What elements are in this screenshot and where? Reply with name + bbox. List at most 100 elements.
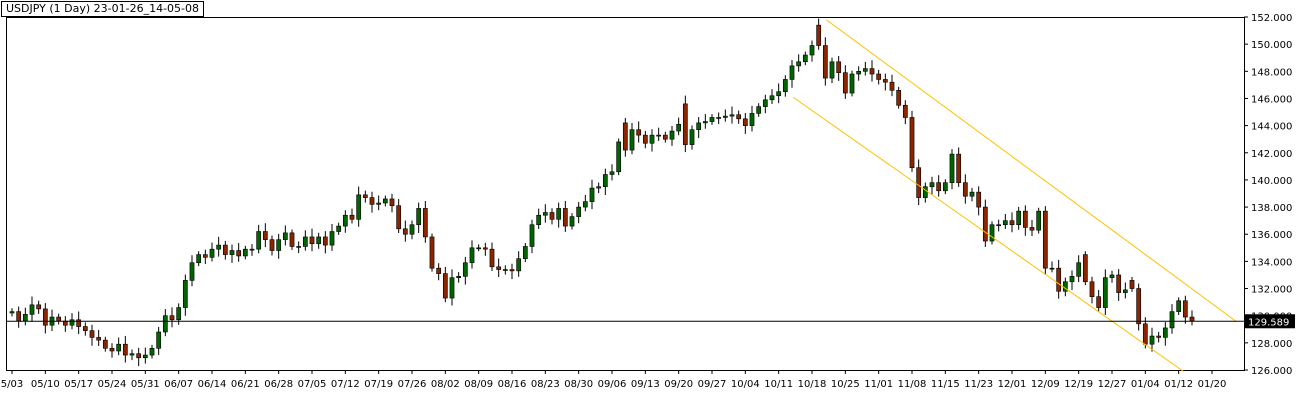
candle-body [362, 194, 368, 198]
y-tick-label: 136.000 [1251, 230, 1292, 241]
candle-body [1189, 316, 1195, 322]
candle-body [29, 304, 35, 315]
candle-body [882, 79, 888, 83]
candle-body [909, 117, 915, 169]
candle-body [436, 267, 442, 274]
candle-body [369, 197, 375, 205]
x-tick-label: 12/27 [1098, 379, 1127, 390]
candle-body [76, 319, 82, 327]
candle-body [1082, 254, 1088, 283]
candle-body [749, 113, 755, 126]
candle-body [1029, 227, 1035, 231]
candle-body [669, 130, 675, 140]
x-tick-label: 11/08 [898, 379, 927, 390]
candle-body [489, 248, 495, 268]
candle-body [702, 121, 708, 124]
candle-body [169, 315, 175, 321]
candle-body [549, 212, 555, 220]
x-tick-label: 12/01 [998, 379, 1027, 390]
candle-body [102, 339, 108, 349]
candle-body [656, 134, 662, 137]
candle-body [876, 73, 882, 80]
candle-body [1116, 274, 1122, 293]
candle-body [1016, 210, 1022, 226]
candle-body [322, 236, 328, 246]
candle-body [416, 208, 422, 226]
candle-body [982, 206, 988, 242]
candle-body [722, 115, 728, 118]
candle-body [1056, 267, 1062, 292]
candle-body [36, 304, 42, 310]
y-tick-label: 134.000 [1251, 257, 1292, 268]
y-tick-label: 132.000 [1251, 285, 1292, 296]
candle-body [642, 134, 648, 144]
candle-body [962, 182, 968, 197]
candle-body [269, 239, 275, 251]
candle-body [162, 315, 168, 333]
candle-body [9, 311, 15, 314]
candle-body [862, 68, 868, 72]
x-tick-label: 06/28 [264, 379, 293, 390]
candle-body [562, 208, 568, 227]
candle-body [189, 262, 195, 281]
candle-body [889, 81, 895, 91]
candle-body [522, 246, 528, 259]
candle-body [1089, 281, 1095, 297]
candle-body [849, 73, 855, 94]
candle-body [202, 254, 208, 258]
candle-body [1169, 311, 1175, 329]
candle-body [176, 307, 182, 321]
candle-body [776, 91, 782, 97]
candle-body [516, 258, 522, 272]
candle-body [409, 224, 415, 235]
x-tick-label: 08/16 [498, 379, 527, 390]
x-tick-label: 07/05 [298, 379, 327, 390]
x-tick-label: 01/20 [1198, 379, 1227, 390]
candle-body [302, 236, 308, 247]
candle-body [916, 167, 922, 198]
candle-body [742, 118, 748, 126]
candle-body [1156, 335, 1162, 338]
candle-body [716, 117, 722, 119]
candle-body [676, 123, 682, 132]
candle-body [596, 186, 602, 189]
candle-body [936, 182, 942, 192]
candle-body [209, 248, 215, 258]
candle-body [796, 61, 802, 67]
y-tick-label: 140.000 [1251, 176, 1292, 187]
candle-body [242, 248, 248, 257]
candle-body [682, 103, 688, 145]
candle-body [382, 198, 388, 204]
candle-body [956, 153, 962, 183]
x-tick-label: 05/31 [131, 379, 160, 390]
candle-body [556, 208, 562, 220]
candle-body [429, 236, 435, 269]
candle-body [1022, 210, 1028, 228]
x-tick-label: 11/01 [864, 379, 893, 390]
channel-upper-line [825, 19, 1237, 322]
candle-body [262, 231, 268, 240]
candle-body [129, 353, 135, 356]
candle-body [1109, 274, 1115, 278]
x-tick-label: 08/23 [531, 379, 560, 390]
candle-body [96, 337, 102, 341]
y-tick-label: 150.000 [1251, 40, 1292, 51]
candle-body [529, 224, 535, 247]
y-tick-label: 126.000 [1251, 366, 1292, 377]
candle-body [869, 68, 875, 75]
candle-body [1102, 277, 1108, 308]
candle-body [229, 250, 235, 255]
current-price-label: 129.589 [1248, 317, 1289, 328]
x-tick-label: 06/21 [231, 379, 260, 390]
candle-body [896, 90, 902, 106]
candle-body [1182, 300, 1188, 318]
candle-body [116, 343, 122, 352]
candle-body [636, 129, 642, 136]
candle-body [802, 54, 808, 63]
candle-body [476, 247, 482, 250]
candle-body [442, 273, 448, 299]
x-tick-label: 05/24 [98, 379, 127, 390]
candle-body [422, 208, 428, 238]
